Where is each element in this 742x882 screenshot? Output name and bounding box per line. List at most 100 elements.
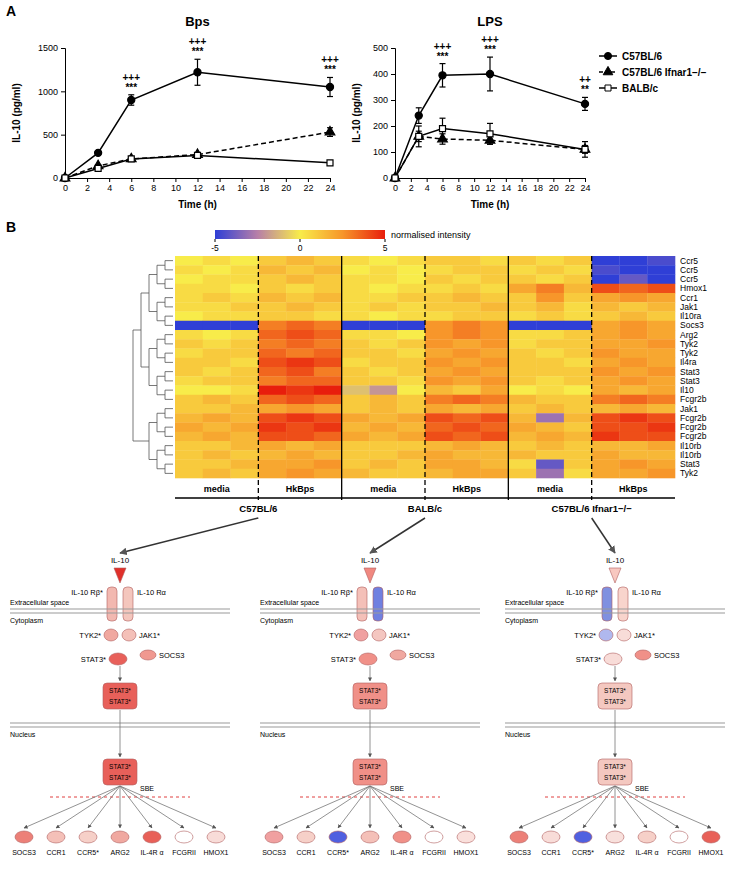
heatmap-cell [175, 339, 203, 349]
heatmap-cell [231, 367, 259, 377]
line [195, 85, 201, 86]
heatmap-cell [314, 404, 342, 414]
condition-label: HkBps [619, 484, 648, 494]
node-label: STAT3* [359, 687, 381, 694]
heatmap-cell [592, 413, 620, 423]
dendrogram-branch [149, 423, 157, 460]
x-tick-label: 16 [517, 183, 527, 193]
heatmap-cell [397, 460, 425, 470]
x-tick: 22 [303, 178, 313, 193]
node-label: IL-10 Rβ* [321, 588, 353, 597]
x-tick-mark [443, 178, 444, 182]
heatmap-cell [342, 330, 370, 340]
node-label: IL-10 Rβ* [566, 588, 598, 597]
heatmap-cell [231, 460, 259, 470]
heatmap-cell [258, 441, 286, 451]
marker [487, 131, 493, 137]
pathway-diagram: IL-10IL-10 Rβ*IL-10 RαExtracellular spac… [505, 556, 725, 856]
heatmap-cell [425, 265, 453, 275]
heatmap-cell [175, 404, 203, 414]
heatmap-cell [203, 275, 231, 285]
heatmap-cell [592, 441, 620, 451]
heatmap-cell [564, 404, 592, 414]
heatmap-cell [231, 404, 259, 414]
heatmap-cell [592, 256, 620, 266]
heatmap-cell [508, 256, 536, 266]
heatmap-cell [175, 302, 203, 312]
y-axis-line [61, 49, 66, 179]
heatmap-cell [314, 321, 342, 331]
heatmap-cell [564, 358, 592, 368]
error-bar [440, 118, 446, 139]
heatmap-cell [564, 339, 592, 349]
dendrogram-branch [157, 302, 165, 321]
heatmap-cell [258, 330, 286, 340]
colorbar-tick [385, 239, 386, 242]
heatmap-cell [481, 339, 509, 349]
heatmap-cell [481, 376, 509, 386]
y-tick: 500 [43, 130, 65, 140]
heatmap-cell [231, 441, 259, 451]
dendrogram-branch [157, 450, 165, 469]
compartment-label: Extracellular space [10, 599, 69, 607]
heatmap-cell [258, 404, 286, 414]
colorbar-tick [215, 239, 216, 242]
condition-label: media [370, 484, 397, 494]
marker [392, 175, 398, 181]
y-tick-label: 0 [53, 173, 58, 183]
line [440, 63, 446, 64]
panel-label: B [6, 219, 16, 235]
pathway-arrow [88, 786, 120, 828]
heatmap-cell [425, 330, 453, 340]
line [582, 157, 588, 158]
heatmap-cell [619, 441, 647, 451]
heatmap-cell [314, 349, 342, 359]
receptor-node [123, 587, 133, 621]
heatmap-cell [175, 395, 203, 405]
heatmap-cell [564, 469, 592, 479]
colorbar-title: normalised intensity [391, 230, 471, 240]
x-tick-mark [153, 178, 154, 182]
heatmap-cell [647, 284, 675, 294]
x-tick-mark [585, 178, 586, 182]
node-label: SOCS3 [262, 849, 286, 856]
pathway-arrow [120, 710, 121, 757]
heatmap-cell [369, 460, 397, 470]
heatmap-cell [481, 423, 509, 433]
node-label: IL-10 Rα [387, 588, 417, 597]
heatmap-cell [342, 284, 370, 294]
y-tick: 1000 [38, 87, 65, 97]
x-tick-label: 16 [237, 183, 247, 193]
heatmap-cell [258, 321, 286, 331]
heatmap-cell [564, 450, 592, 460]
heatmap-cell [647, 441, 675, 451]
heatmap-cell [369, 469, 397, 479]
heatmap-cell [175, 469, 203, 479]
line [416, 146, 422, 147]
heatmap-cell [286, 450, 314, 460]
x-tick: 2 [409, 178, 414, 193]
heatmap-cell [425, 321, 453, 331]
heatmap-cell [397, 349, 425, 359]
node-label: HMOX1 [699, 849, 724, 856]
heatmap-cell [231, 339, 259, 349]
node-label: JAK1* [389, 631, 410, 640]
heatmap-cell [425, 460, 453, 470]
plot-area [390, 57, 590, 181]
heatmap-cell [453, 265, 481, 275]
heatmap-cell [175, 460, 203, 470]
line [487, 90, 493, 91]
heatmap-cell [647, 330, 675, 340]
line [128, 94, 134, 95]
heatmap-cell [564, 302, 592, 312]
heatmap-cell [286, 312, 314, 322]
x-axis: 024681012141618202224 [393, 178, 591, 193]
heatmap-cell [536, 256, 564, 266]
heatmap-cell [369, 293, 397, 303]
heatmap-cell [647, 321, 675, 331]
heatmap-cell [536, 441, 564, 451]
heatmap-cell [369, 395, 397, 405]
heatmap-cell [258, 256, 286, 266]
line [487, 144, 493, 145]
heatmap-cell [397, 302, 425, 312]
